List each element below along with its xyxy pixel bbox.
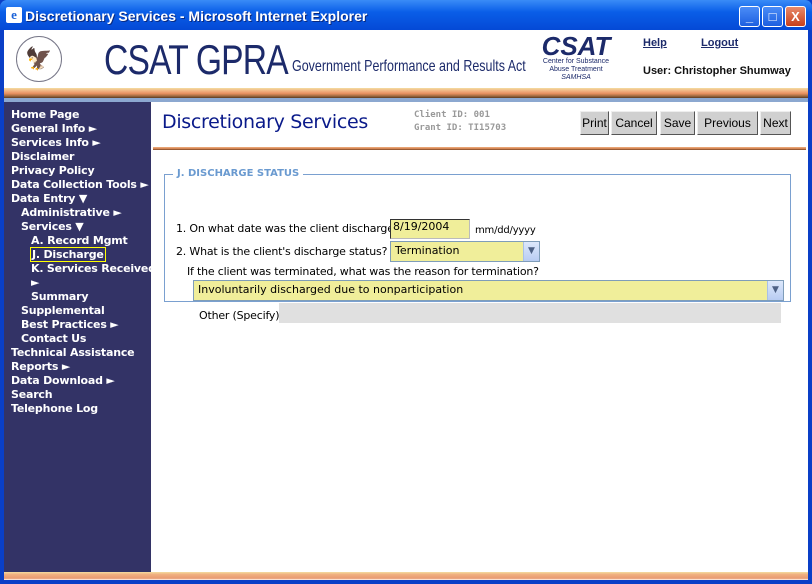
csat-logo: CSAT Center for Substance Abuse Treatmen…	[541, 31, 611, 81]
sidebar-item-label: Supplemental	[21, 304, 105, 317]
window-title: Discretionary Services - Microsoft Inter…	[25, 8, 368, 24]
hhs-seal-logo: 🦅	[16, 36, 62, 82]
termination-reason-value: Involuntarily discharged due to nonparti…	[198, 283, 464, 296]
sidebar-nav: Home Page General Info ► Services Info ► Di…	[4, 102, 156, 572]
next-button[interactable]: Next	[760, 111, 791, 135]
sidebar-item-label: Administrative ►	[21, 206, 122, 219]
sidebar-item-label: Home Page	[11, 108, 80, 121]
sidebar-item-label: Data Download ►	[11, 374, 115, 387]
sidebar-item[interactable]: Technical Assistance	[4, 346, 151, 360]
sidebar-item-label: Summary	[31, 290, 89, 303]
logout-link[interactable]: Logout	[701, 37, 739, 49]
sidebar-item-label: Services Info ►	[11, 136, 101, 149]
footer-divider	[4, 572, 808, 580]
sidebar-item-label: Best Practices ►	[21, 318, 119, 331]
discharge-date-input[interactable]: 8/19/2004	[390, 219, 470, 239]
sidebar-item-label: Services ▼	[21, 220, 84, 233]
main-content: Discretionary Services Client ID: 001 Gr…	[151, 102, 808, 572]
sidebar-item-label: Technical Assistance	[11, 346, 135, 359]
sidebar-item[interactable]: Search	[4, 388, 151, 402]
sidebar-item-label: Disclaimer	[11, 150, 75, 163]
print-button[interactable]: Print	[580, 111, 609, 135]
sidebar-item[interactable]: General Info ►	[4, 122, 151, 136]
sidebar-item-label: Reports ►	[11, 360, 71, 373]
sidebar-item[interactable]: Services ▼	[4, 220, 151, 234]
sidebar-item[interactable]: ►	[4, 276, 151, 290]
chevron-down-icon[interactable]: ▼	[523, 242, 539, 261]
close-button[interactable]: X	[785, 6, 806, 27]
sidebar-item[interactable]: J. Discharge	[4, 247, 151, 262]
page-title: Discretionary Services	[162, 111, 368, 133]
sidebar-item[interactable]: Summary	[4, 290, 151, 304]
date-format-hint: mm/dd/yyyy	[475, 225, 536, 236]
sidebar-item-label: ►	[31, 276, 40, 289]
cancel-button[interactable]: Cancel	[611, 111, 657, 135]
q2-label: 2. What is the client's discharge status…	[176, 245, 388, 258]
content-divider	[153, 147, 806, 150]
sidebar-item[interactable]: Data Collection Tools ►	[4, 178, 151, 192]
sidebar-item[interactable]: Services Info ►	[4, 136, 151, 150]
discharge-status-select[interactable]: Termination ▼	[390, 241, 540, 262]
sidebar-item-label: K. Services Received	[31, 262, 156, 275]
sidebar-item[interactable]: Privacy Policy	[4, 164, 151, 178]
title-bar: e Discretionary Services - Microsoft Int…	[0, 0, 812, 30]
q3-label: If the client was terminated, what was t…	[187, 265, 539, 278]
previous-button[interactable]: Previous	[697, 111, 758, 135]
sidebar-item-label: Telephone Log	[11, 402, 98, 415]
browser-content: 🦅 CSAT GPRA Government Performance and R…	[4, 30, 808, 580]
sidebar-item-label: Search	[11, 388, 53, 401]
sidebar-item[interactable]: K. Services Received	[4, 262, 156, 276]
sidebar-item-label: General Info ►	[11, 122, 97, 135]
sidebar-item-label: A. Record Mgmt	[31, 234, 128, 247]
sidebar-item[interactable]: Supplemental	[4, 304, 151, 318]
sidebar-item[interactable]: Contact Us	[4, 332, 151, 346]
sidebar-item[interactable]: Home Page	[4, 108, 151, 122]
sidebar-item[interactable]: Disclaimer	[4, 150, 151, 164]
brand-title: CSAT GPRA	[104, 36, 289, 83]
sidebar-item[interactable]: Best Practices ►	[4, 318, 151, 332]
discharge-status-value: Termination	[395, 244, 460, 257]
sidebar-item[interactable]: A. Record Mgmt	[4, 234, 151, 248]
sidebar-item-label: J. Discharge	[30, 247, 106, 262]
maximize-button[interactable]: □	[762, 6, 783, 27]
chevron-down-icon[interactable]: ▼	[767, 281, 783, 300]
brand-subtitle: Government Performance and Results Act	[292, 58, 526, 75]
other-specify-input[interactable]	[279, 303, 781, 323]
section-title: J. DISCHARGE STATUS	[173, 168, 304, 179]
sidebar-item[interactable]: Administrative ►	[4, 206, 151, 220]
sidebar-item[interactable]: Reports ►	[4, 360, 151, 374]
other-label: Other (Specify)	[199, 309, 280, 322]
save-button[interactable]: Save	[660, 111, 695, 135]
header-band	[4, 98, 808, 102]
ids: Client ID: 001 Grant ID: TI15703	[414, 109, 506, 135]
discharge-status-section	[164, 174, 791, 302]
user-name: User: Christopher Shumway	[643, 65, 791, 77]
sidebar-item-label: Data Collection Tools ►	[11, 178, 149, 191]
header-divider	[4, 88, 808, 98]
sidebar-item-label: Data Entry ▼	[11, 192, 88, 205]
site-header: 🦅 CSAT GPRA Government Performance and R…	[4, 30, 808, 88]
help-link[interactable]: Help	[643, 37, 667, 49]
ie-icon: e	[6, 7, 22, 23]
client-id: Client ID: 001	[414, 110, 490, 120]
termination-reason-select[interactable]: Involuntarily discharged due to nonparti…	[193, 280, 784, 301]
sidebar-item[interactable]: Telephone Log	[4, 402, 151, 416]
minimize-button[interactable]: _	[739, 6, 760, 27]
sidebar-item-label: Privacy Policy	[11, 164, 95, 177]
grant-id: Grant ID: TI15703	[414, 123, 507, 133]
sidebar-item[interactable]: Data Entry ▼	[4, 192, 151, 206]
q1-label: 1. On what date was the client discharge…	[176, 222, 407, 235]
sidebar-item-label: Contact Us	[21, 332, 87, 345]
sidebar-item[interactable]: Data Download ►	[4, 374, 151, 388]
